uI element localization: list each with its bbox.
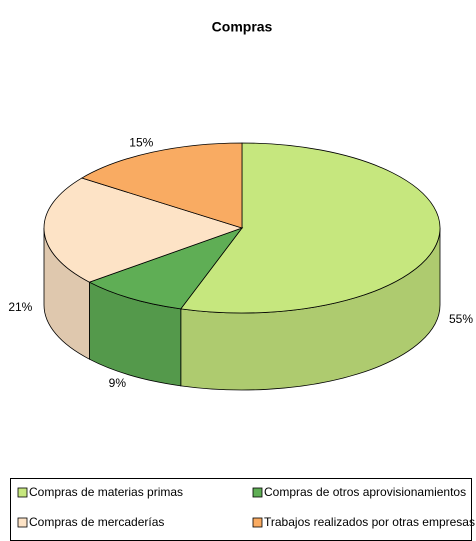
pie-slice	[88, 227, 244, 310]
legend-label: Compras de otros aprovisionamientos	[264, 485, 466, 499]
chart-title: Compras	[212, 19, 273, 35]
legend-swatch	[17, 517, 28, 528]
pie-slice	[180, 142, 441, 314]
legend-label: Compras de mercaderías	[29, 515, 164, 529]
data-label: 9%	[109, 376, 127, 390]
legend-swatch	[252, 517, 263, 528]
data-label: 15%	[129, 135, 153, 149]
legend-swatch	[17, 487, 28, 498]
pie-slice	[43, 177, 244, 283]
legend-label: Compras de materias primas	[29, 485, 183, 499]
legend-label: Trabajos realizados por otras empresas	[264, 515, 475, 529]
data-label: 55%	[449, 312, 473, 326]
pie-slice	[80, 142, 243, 229]
data-label: 21%	[8, 300, 32, 314]
legend-box	[10, 478, 472, 541]
legend-swatch	[252, 487, 263, 498]
